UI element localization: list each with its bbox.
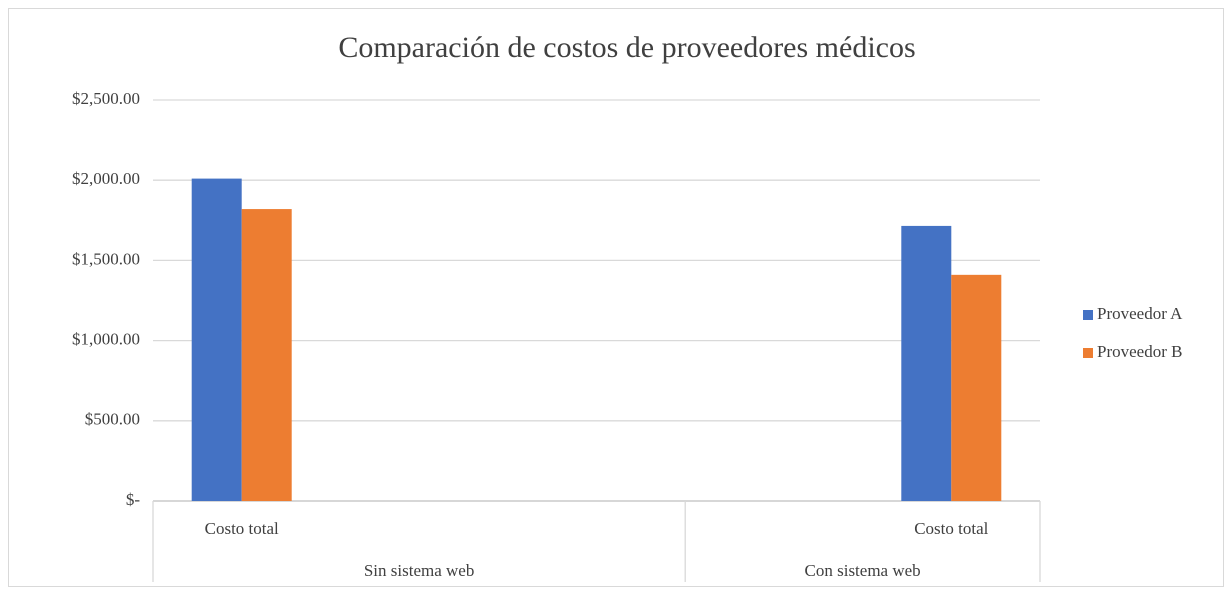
- y-tick-label: $500.00: [85, 410, 140, 429]
- bar: [951, 274, 1002, 501]
- chart-border: [8, 8, 1224, 587]
- chart-title: Comparación de costos de proveedores méd…: [338, 31, 915, 64]
- legend-label: Proveedor A: [1097, 304, 1183, 323]
- y-tick-label: $2,000.00: [72, 169, 140, 188]
- y-tick-label: $1,500.00: [72, 249, 140, 268]
- legend-swatch: [1083, 310, 1093, 320]
- y-tick-label: $-: [126, 490, 141, 509]
- bar: [241, 209, 292, 501]
- bar: [191, 178, 242, 501]
- x-tick-label: Costo total: [914, 519, 988, 538]
- bar: [901, 225, 952, 501]
- group-label: Sin sistema web: [364, 561, 475, 580]
- legend-swatch: [1083, 348, 1093, 358]
- x-tick-label: Costo total: [205, 519, 279, 538]
- y-tick-label: $2,500.00: [72, 89, 140, 108]
- legend-label: Proveedor B: [1097, 342, 1182, 361]
- y-tick-label: $1,000.00: [72, 330, 140, 349]
- group-label: Con sistema web: [805, 561, 921, 580]
